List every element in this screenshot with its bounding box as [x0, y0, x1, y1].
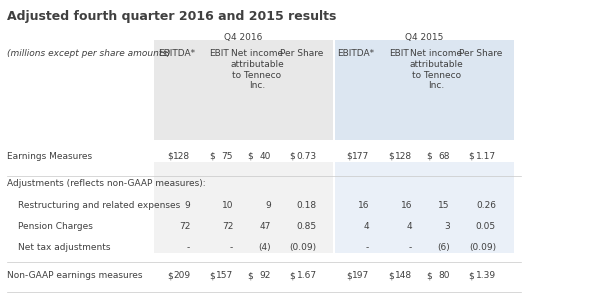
Text: Adjusted fourth quarter 2016 and 2015 results: Adjusted fourth quarter 2016 and 2015 re… [7, 10, 337, 23]
Text: 72: 72 [179, 222, 190, 231]
Text: $: $ [469, 152, 474, 161]
Text: EBIT: EBIT [389, 49, 409, 58]
Text: 16: 16 [358, 201, 369, 210]
Text: $: $ [209, 152, 215, 161]
Text: (millions except per share amounts): (millions except per share amounts) [7, 49, 171, 58]
Text: $: $ [167, 152, 173, 161]
Text: 40: 40 [259, 152, 271, 161]
Text: -: - [187, 243, 190, 252]
Text: 1.67: 1.67 [296, 271, 317, 280]
Text: 0.85: 0.85 [296, 222, 317, 231]
Text: 75: 75 [221, 152, 233, 161]
Text: $: $ [388, 271, 394, 280]
Text: 16: 16 [401, 201, 412, 210]
Text: Net income
attributable
to Tenneco
Inc.: Net income attributable to Tenneco Inc. [409, 49, 463, 90]
Text: $: $ [247, 271, 253, 280]
Text: (6): (6) [437, 243, 450, 252]
Bar [335, 40, 514, 140]
Text: 1.39: 1.39 [476, 271, 496, 280]
Text: 15: 15 [439, 201, 450, 210]
Text: 209: 209 [173, 271, 190, 280]
Text: EBITDA*: EBITDA* [338, 49, 375, 58]
Text: Adjustments (reflects non-GAAP measures):: Adjustments (reflects non-GAAP measures)… [7, 179, 206, 188]
Text: $: $ [427, 271, 433, 280]
Text: Pension Charges: Pension Charges [18, 222, 93, 231]
Text: 0.05: 0.05 [476, 222, 496, 231]
Text: 3: 3 [444, 222, 450, 231]
Text: $: $ [289, 271, 295, 280]
Text: 157: 157 [216, 271, 233, 280]
Text: 197: 197 [352, 271, 369, 280]
Text: 0.26: 0.26 [476, 201, 496, 210]
Text: Net tax adjustments: Net tax adjustments [18, 243, 110, 252]
Text: $: $ [167, 271, 173, 280]
Text: 4: 4 [364, 222, 369, 231]
Text: 80: 80 [439, 271, 450, 280]
Text: Net income
attributable
to Tenneco
Inc.: Net income attributable to Tenneco Inc. [230, 49, 284, 90]
Text: 9: 9 [265, 201, 271, 210]
Bar [154, 163, 333, 253]
Text: 148: 148 [395, 271, 412, 280]
Text: 1.17: 1.17 [476, 152, 496, 161]
Text: $: $ [388, 152, 394, 161]
Text: Per Share: Per Share [458, 49, 502, 58]
Text: 177: 177 [352, 152, 369, 161]
Text: EBIT: EBIT [209, 49, 229, 58]
Text: $: $ [347, 152, 352, 161]
Text: Per Share: Per Share [280, 49, 323, 58]
Bar [154, 40, 333, 140]
Text: Non-GAAP earnings measures: Non-GAAP earnings measures [7, 271, 143, 280]
Text: EBITDA*: EBITDA* [158, 49, 196, 58]
Text: $: $ [347, 271, 352, 280]
Text: 0.73: 0.73 [296, 152, 317, 161]
Text: Restructuring and related expenses: Restructuring and related expenses [18, 201, 181, 210]
Text: (0.09): (0.09) [469, 243, 496, 252]
Text: $: $ [427, 152, 433, 161]
Bar [335, 163, 514, 253]
Text: 0.18: 0.18 [296, 201, 317, 210]
Text: 4: 4 [407, 222, 412, 231]
Text: -: - [409, 243, 412, 252]
Text: 128: 128 [173, 152, 190, 161]
Text: (4): (4) [258, 243, 271, 252]
Text: $: $ [247, 152, 253, 161]
Text: $: $ [289, 152, 295, 161]
Text: 10: 10 [221, 201, 233, 210]
Text: -: - [366, 243, 369, 252]
Text: 47: 47 [259, 222, 271, 231]
Text: Q4 2015: Q4 2015 [405, 33, 443, 42]
Text: (0.09): (0.09) [290, 243, 317, 252]
Text: Q4 2016: Q4 2016 [224, 33, 262, 42]
Text: 72: 72 [222, 222, 233, 231]
Text: Earnings Measures: Earnings Measures [7, 152, 92, 161]
Text: $: $ [469, 271, 474, 280]
Text: -: - [230, 243, 233, 252]
Text: $: $ [209, 271, 215, 280]
Text: 92: 92 [259, 271, 271, 280]
Text: 68: 68 [439, 152, 450, 161]
Text: 128: 128 [395, 152, 412, 161]
Text: 9: 9 [184, 201, 190, 210]
